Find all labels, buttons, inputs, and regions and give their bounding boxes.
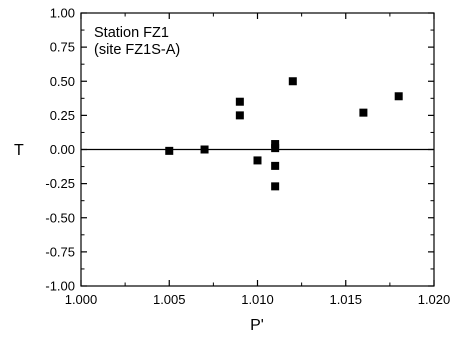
y-tick-label: 0.75: [50, 40, 75, 55]
data-point: [271, 140, 280, 149]
data-point: [235, 97, 244, 106]
data-point: [200, 145, 209, 154]
y-tick-label: -0.75: [45, 244, 75, 259]
data-point: [359, 108, 368, 117]
annotation-line-2: (site FZ1S-A): [94, 42, 180, 58]
x-tick-label: 1.020: [418, 292, 451, 307]
data-point: [271, 182, 280, 191]
data-point: [271, 144, 280, 153]
data-points: [165, 77, 403, 191]
y-axis-title: T: [14, 142, 24, 159]
y-tick-label: -1.00: [45, 279, 75, 294]
data-point: [394, 92, 403, 101]
y-tick-label: -0.25: [45, 176, 75, 191]
y-tick-label: -0.50: [45, 210, 75, 225]
annotation-line-1: Station FZ1: [94, 25, 169, 41]
data-point: [271, 161, 280, 170]
y-tick-label: 0.50: [50, 74, 75, 89]
y-tick-label: 1.00: [50, 6, 75, 21]
y-tick-label: 0.25: [50, 108, 75, 123]
x-axis-ticks: 1.000 1.005 1.010 1.015 1.020: [65, 13, 451, 307]
x-tick-label: 1.000: [65, 292, 98, 307]
data-point: [253, 156, 262, 165]
y-axis-ticks: 1.00 0.75 0.50 0.25 0.00 -0.25 -0.50 -0.75 -1.00: [45, 6, 434, 294]
data-point: [288, 77, 297, 86]
x-axis-title: P': [250, 317, 264, 334]
x-tick-label: 1.005: [153, 292, 186, 307]
data-point: [235, 111, 244, 120]
x-tick-label: 1.010: [241, 292, 274, 307]
data-point: [165, 146, 174, 155]
y-tick-label: 0.00: [50, 142, 75, 157]
x-tick-label: 1.015: [329, 292, 362, 307]
